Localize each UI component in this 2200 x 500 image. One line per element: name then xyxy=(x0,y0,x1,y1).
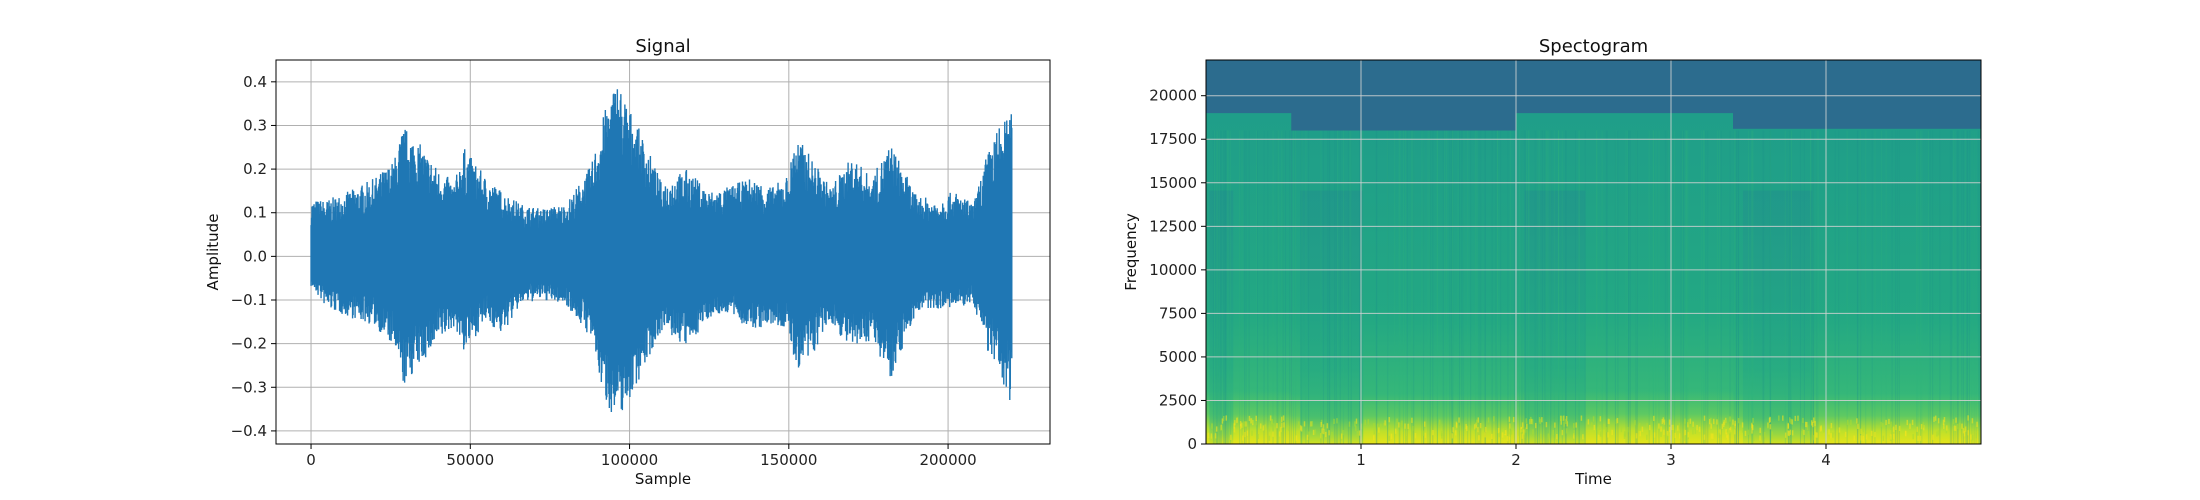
x-tick-label: 3 xyxy=(1666,451,1676,469)
chart-title: Signal xyxy=(635,36,690,57)
x-tick-label: 50000 xyxy=(446,451,494,469)
y-tick-label: 7500 xyxy=(1159,304,1197,322)
signal-chart: Signal 0 50000 100000 150000 200000 −0.4 −0.3 −… xyxy=(204,36,1051,488)
y-tick-label: −0.2 xyxy=(231,335,267,353)
y-tick-label: 15000 xyxy=(1149,174,1197,192)
x-tick-label: 2 xyxy=(1511,451,1521,469)
y-tick-label: 17500 xyxy=(1149,130,1197,148)
y-tick-label: 10000 xyxy=(1149,261,1197,279)
y-tick-label: 0 xyxy=(1187,435,1197,453)
y-tick-label: 0.4 xyxy=(243,73,267,91)
y-tick-label: 0.1 xyxy=(243,204,267,222)
axis-ticks: 0 50000 100000 150000 200000 −0.4 −0.3 −0.2 −0.1… xyxy=(231,73,977,469)
signal-waveform xyxy=(310,89,1013,413)
spectrogram-quiet-region xyxy=(1524,190,1586,444)
y-tick-label: 12500 xyxy=(1149,217,1197,235)
plot-frame xyxy=(275,59,1051,445)
y-tick-label: −0.3 xyxy=(231,378,267,396)
x-tick-label: 0 xyxy=(306,451,316,469)
y-tick-label: −0.1 xyxy=(231,291,267,309)
y-tick-label: 0.2 xyxy=(243,160,267,178)
y-axis-label: Frequency xyxy=(1122,213,1140,291)
y-tick-label: −0.4 xyxy=(231,422,267,440)
y-axis-label: Amplitude xyxy=(204,214,222,291)
x-tick-label: 1 xyxy=(1356,451,1366,469)
plot-frame xyxy=(1205,59,1982,445)
y-tick-label: 0.0 xyxy=(243,247,267,265)
x-tick-label: 4 xyxy=(1821,451,1831,469)
x-axis-label: Time xyxy=(1574,470,1612,488)
spectrogram-quiet-region xyxy=(1209,190,1234,444)
y-tick-label: 5000 xyxy=(1159,348,1197,366)
spectrogram-quiet-region xyxy=(1300,190,1364,444)
spectrogram-chart: Spectogram 1 2 3 4 0 2500 5000 7500 10000 12500 15… xyxy=(1122,36,1982,488)
spectrogram-image xyxy=(1206,60,1981,444)
x-axis-label: Sample xyxy=(635,470,691,488)
spectrogram-body xyxy=(1206,60,1981,444)
axis-ticks: 1 2 3 4 0 2500 5000 7500 10000 12500 15000 17500 200… xyxy=(1149,87,1830,469)
gridlines xyxy=(1206,60,1981,445)
y-tick-label: 0.3 xyxy=(243,116,267,134)
x-tick-label: 150000 xyxy=(760,451,817,469)
x-tick-label: 100000 xyxy=(601,451,658,469)
x-tick-label: 200000 xyxy=(919,451,976,469)
y-tick-label: 2500 xyxy=(1159,391,1197,409)
spectrogram-quiet-region xyxy=(1742,190,1813,444)
chart-title: Spectogram xyxy=(1539,36,1648,57)
y-tick-label: 20000 xyxy=(1149,87,1197,105)
waveform-line xyxy=(310,89,1013,413)
